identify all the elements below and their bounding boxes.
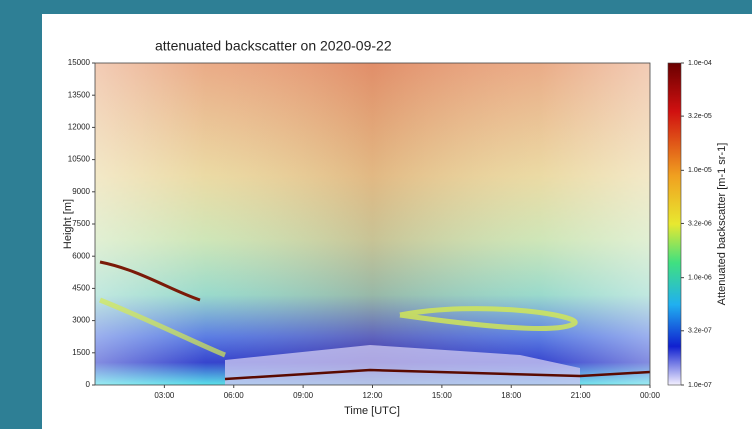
y-tick-label: 0 — [86, 380, 91, 389]
y-tick-label: 1500 — [72, 348, 90, 357]
y-tick-label: 6000 — [72, 251, 90, 260]
colorbar — [667, 62, 682, 386]
colorbar-label: Attenuated backscatter [m-1 sr-1] — [716, 143, 728, 306]
y-tick-label: 15000 — [68, 58, 91, 67]
x-tick-label: 06:00 — [224, 391, 245, 400]
colorbar-tick-label: 3.2e-05 — [688, 113, 712, 120]
x-tick-label: 21:00 — [571, 391, 592, 400]
y-tick-label: 12000 — [68, 123, 91, 132]
y-tick-label: 13500 — [68, 90, 91, 99]
x-axis-label: Time [UTC] — [344, 405, 400, 417]
x-tick-label: 09:00 — [293, 391, 314, 400]
colorbar-tick-label: 1.0e-06 — [688, 275, 712, 282]
y-tick-label: 3000 — [72, 316, 90, 325]
y-tick-label: 10500 — [68, 155, 91, 164]
y-tick-label: 7500 — [72, 219, 90, 228]
colorbar-tick-label: 1.0e-05 — [688, 167, 712, 174]
colorbar-tick-label: 3.2e-06 — [688, 220, 712, 227]
y-axis-label: Height [m] — [62, 199, 74, 249]
colorbar-tick-label: 3.2e-07 — [688, 328, 712, 335]
x-tick-label: 15:00 — [432, 391, 453, 400]
y-tick-label: 9000 — [72, 187, 90, 196]
x-tick-label: 18:00 — [501, 391, 522, 400]
x-tick-label: 03:00 — [154, 391, 175, 400]
colorbar-tick-label: 1.0e-07 — [688, 382, 712, 389]
x-tick-label: 12:00 — [362, 391, 383, 400]
x-tick-label: 00:00 — [640, 391, 661, 400]
chart-title: attenuated backscatter on 2020-09-22 — [155, 38, 392, 54]
colorbar-tick-label: 1.0e-04 — [688, 60, 712, 67]
y-tick-label: 4500 — [72, 284, 90, 293]
raster — [95, 63, 651, 385]
